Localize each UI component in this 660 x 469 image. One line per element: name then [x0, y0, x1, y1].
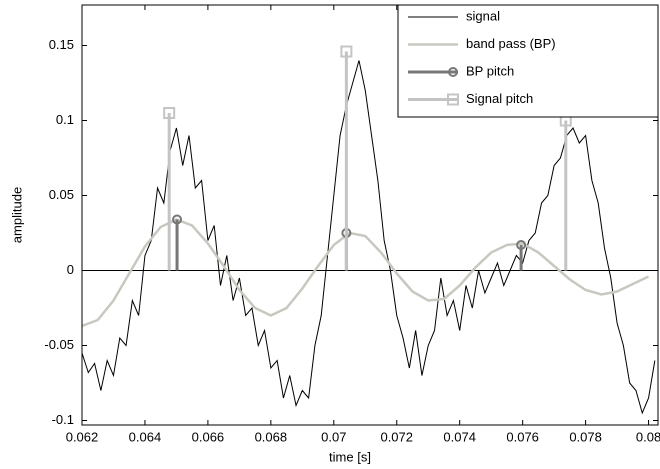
x-tick-label: 0.066 — [192, 429, 225, 444]
x-tick-label: 0.064 — [129, 429, 162, 444]
y-tick-label: 0.15 — [49, 37, 74, 52]
y-tick-label: 0.05 — [49, 187, 74, 202]
x-tick-label: 0.078 — [569, 429, 602, 444]
legend-label: Signal pitch — [466, 91, 533, 106]
marker — [163, 107, 176, 119]
x-tick-label: 0.062 — [66, 429, 99, 444]
marker — [516, 240, 527, 250]
marker — [448, 67, 458, 77]
marker — [447, 93, 459, 106]
legend-label: signal — [466, 8, 500, 23]
marker — [340, 45, 353, 58]
x-tick-label: 0.068 — [255, 429, 288, 444]
x-tick-label: 0.074 — [443, 429, 476, 444]
x-axis-label: time [s] — [329, 449, 371, 464]
x-tick-label: 0.076 — [506, 429, 539, 444]
plot-area — [82, 45, 658, 415]
series-line — [82, 60, 656, 415]
y-tick-label: 0.1 — [56, 112, 74, 127]
y-axis-label: amplitude — [9, 187, 24, 243]
x-tick-label: 0.07 — [321, 429, 346, 444]
legend-label: BP pitch — [466, 63, 514, 78]
x-tick-label: 0.08 — [636, 429, 660, 444]
y-tick-label: 0 — [67, 262, 74, 277]
x-tick-label: 0.072 — [380, 429, 413, 444]
legend-label: band pass (BP) — [466, 36, 556, 51]
y-tick-label: -0.1 — [52, 412, 74, 427]
y-tick-label: -0.05 — [44, 337, 74, 352]
marker — [172, 214, 183, 225]
axes-box — [81, 4, 659, 426]
